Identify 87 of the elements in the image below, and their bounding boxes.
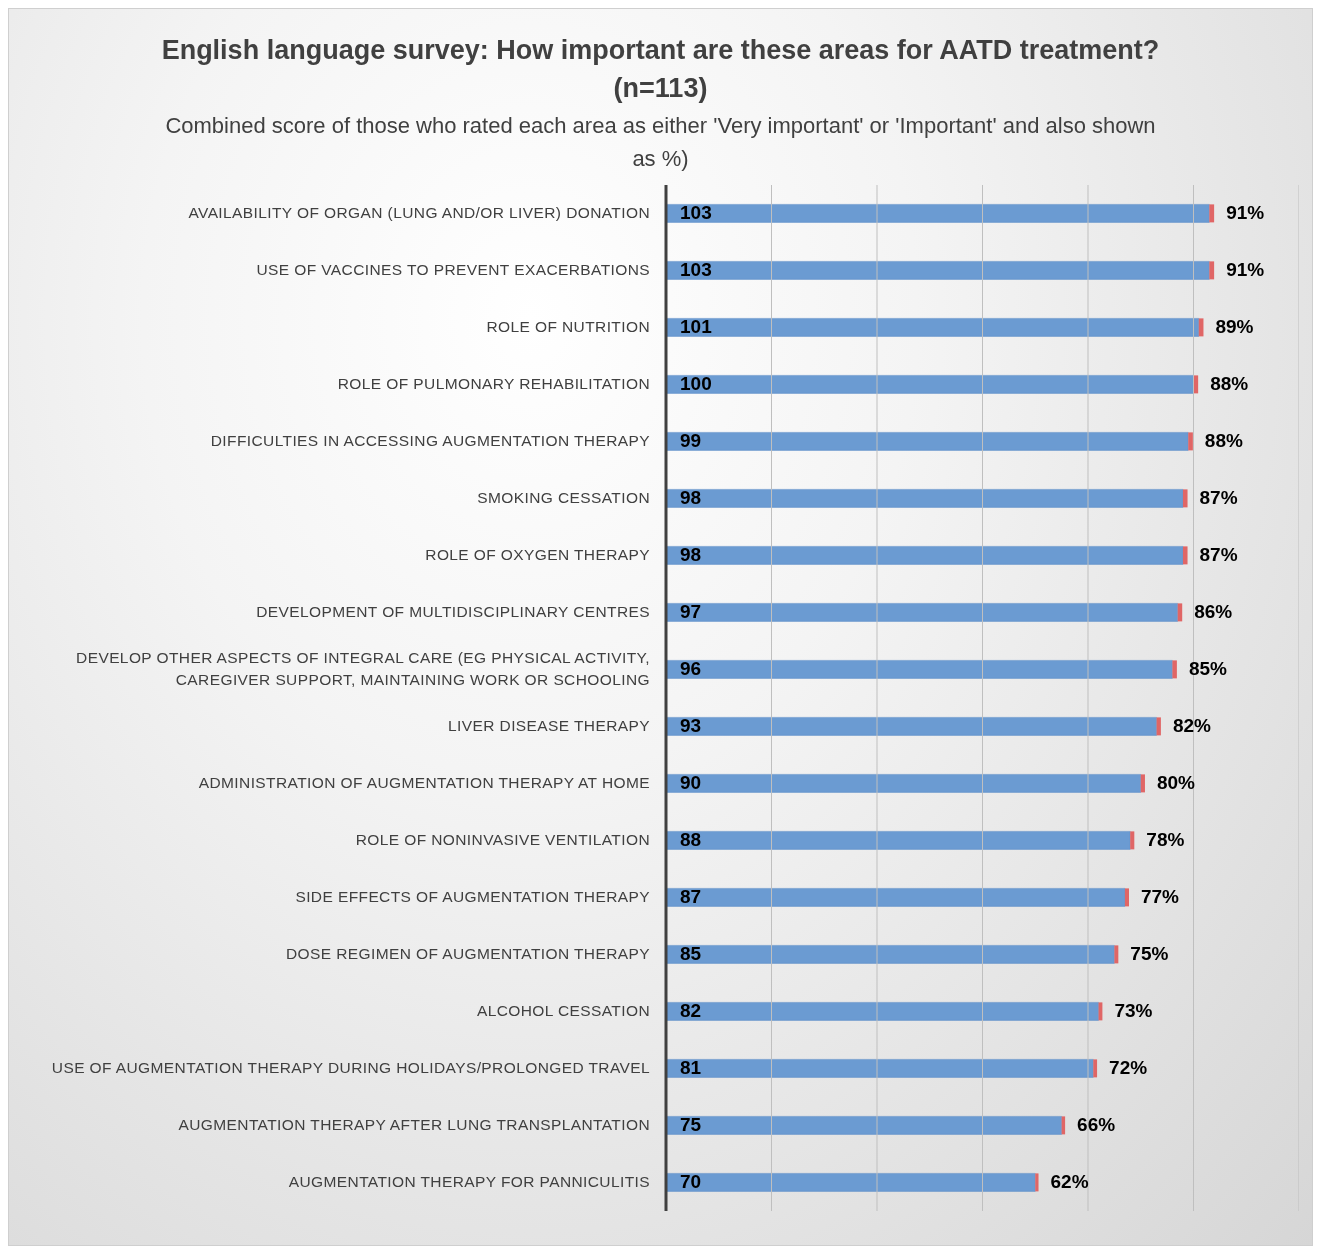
y-tick-label: SIDE EFFECTS OF AUGMENTATION THERAPY <box>295 887 650 905</box>
bar <box>1156 717 1161 736</box>
bar <box>1124 888 1129 907</box>
data-label: 89% <box>1215 316 1254 338</box>
y-tick-label: DEVELOP OTHER ASPECTS OF INTEGRAL CARE (EG PHYSICAL ACTIVITY, CAREGIVER SUPPORT, MAINTAINING WORK OR SCHOOLING <box>76 648 650 688</box>
bar <box>666 717 1157 736</box>
data-label: 85 <box>680 943 702 965</box>
bar <box>666 1173 1036 1192</box>
y-tick-label: ADMINISTRATION OF AUGMENTATION THERAPY AT HOME <box>198 773 650 791</box>
y-tick-label: ALCOHOL CESSATION <box>476 1001 650 1019</box>
data-label: 103 <box>680 202 712 224</box>
bar <box>1182 489 1188 508</box>
data-label: 82 <box>680 1000 702 1022</box>
y-tick-label: ROLE OF NUTRITION <box>486 317 650 335</box>
y-tick-label: DIFFICULTIES IN ACCESSING AUGMENTATION THERAPY <box>210 431 650 449</box>
y-tick-label: ROLE OF PULMONARY REHABILITATION <box>337 374 650 392</box>
data-label: 90 <box>680 772 702 794</box>
data-label: 96 <box>680 658 702 680</box>
data-label: 87% <box>1199 544 1238 566</box>
bar <box>666 945 1115 964</box>
bar <box>1130 831 1135 850</box>
y-tick-label: AUGMENTATION THERAPY FOR PANNICULITIS <box>288 1172 650 1190</box>
chart-subtitle: Combined score of those who rated each area as either 'Very important' or 'Important' and also shown as %) <box>164 112 1157 173</box>
bar <box>666 375 1194 394</box>
data-label: 88% <box>1204 430 1243 452</box>
bar <box>666 546 1184 565</box>
chart-title: English language survey: How important are these areas for AATD treatment? (n=113) <box>160 34 1161 105</box>
y-tick-label: ROLE OF OXYGEN THERAPY <box>425 545 650 563</box>
data-label: 101 <box>680 316 713 338</box>
bar <box>1188 432 1193 451</box>
data-label: 91% <box>1226 202 1265 224</box>
bar <box>1140 774 1145 793</box>
data-label: 99 <box>680 430 702 452</box>
y-tick-label: ROLE OF NONINVASIVE VENTILATION <box>355 830 650 848</box>
data-label: 80% <box>1156 772 1196 794</box>
data-label: 87% <box>1199 487 1238 509</box>
bar <box>666 888 1126 907</box>
data-label: 73% <box>1114 1000 1153 1022</box>
bar <box>1114 945 1119 964</box>
data-label: 87 <box>680 886 702 908</box>
bar <box>666 204 1210 223</box>
data-label: 66% <box>1077 1114 1116 1136</box>
data-label: 78% <box>1146 829 1185 851</box>
bar <box>1035 1173 1039 1192</box>
y-tick-label: LIVER DISEASE THERAPY <box>448 716 650 734</box>
data-label: 88% <box>1210 373 1249 395</box>
y-tick-label: AUGMENTATION THERAPY AFTER LUNG TRANSPLANTATION <box>178 1115 650 1133</box>
data-label: 77% <box>1140 886 1180 908</box>
data-label: 72% <box>1109 1057 1148 1079</box>
bar <box>666 660 1173 679</box>
data-label: 81 <box>680 1057 702 1079</box>
bar <box>1172 660 1177 679</box>
bar <box>1209 204 1215 223</box>
data-label: 82% <box>1172 715 1212 737</box>
y-tick-label: USE OF VACCINES TO PREVENT EXACERBATIONS <box>256 260 650 278</box>
y-tick-label: DOSE REGIMEN OF AUGMENTATION THERAPY <box>285 944 650 962</box>
bar <box>666 831 1131 850</box>
bar <box>666 1002 1099 1021</box>
bar <box>666 489 1184 508</box>
data-label: 97 <box>680 601 702 623</box>
data-label: 91% <box>1226 259 1265 281</box>
data-label: 103 <box>680 259 712 281</box>
bar <box>666 261 1210 280</box>
data-label: 86% <box>1194 601 1233 623</box>
data-label: 75% <box>1130 943 1169 965</box>
data-label: 98 <box>680 487 702 509</box>
bar <box>1209 261 1215 280</box>
data-label: 70 <box>680 1171 702 1193</box>
data-label: 75 <box>680 1114 702 1136</box>
bar <box>1182 546 1188 565</box>
data-label: 98 <box>680 544 702 566</box>
bar <box>666 603 1178 622</box>
y-tick-label: DEVELOPMENT OF MULTIDISCIPLINARY CENTRES <box>256 602 650 620</box>
bar <box>666 318 1200 337</box>
data-label: 62% <box>1050 1171 1089 1193</box>
y-tick-label: SMOKING CESSATION <box>477 488 650 506</box>
data-label: 100 <box>680 373 712 395</box>
bar <box>1093 1059 1098 1078</box>
data-label: 85% <box>1188 658 1228 680</box>
bar <box>666 774 1141 793</box>
y-tick-label: AVAILABILITY OF ORGAN (LUNG AND/OR LIVER) DONATION <box>188 203 650 221</box>
bar <box>666 1116 1062 1135</box>
bar <box>666 432 1189 451</box>
data-label: 93 <box>680 715 702 737</box>
bar <box>666 1059 1094 1078</box>
y-tick-label: USE OF AUGMENTATION THERAPY DURING HOLIDAYS/PROLONGED TRAVEL <box>51 1058 650 1076</box>
data-label: 88 <box>680 829 702 851</box>
